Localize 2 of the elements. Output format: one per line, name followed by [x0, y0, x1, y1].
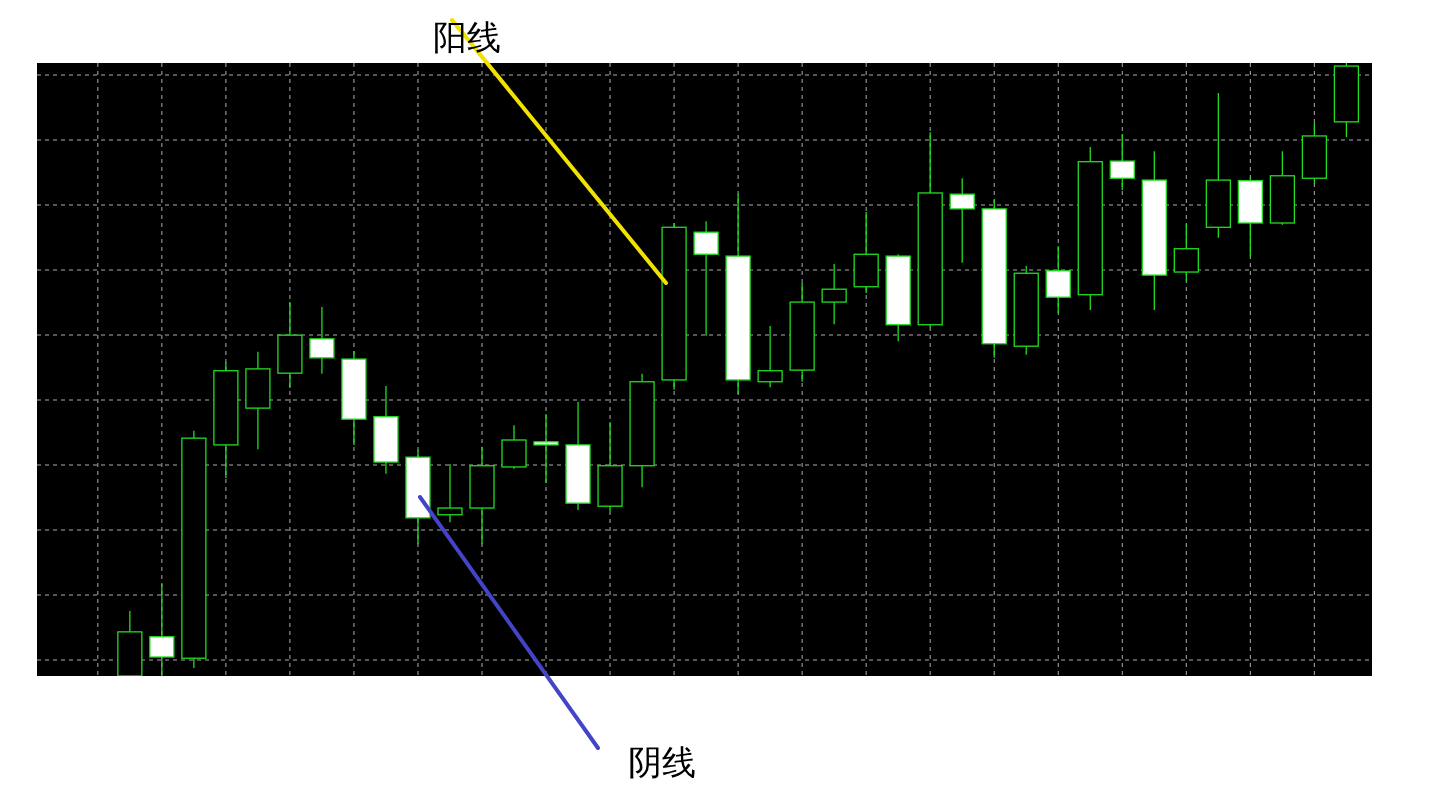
- text: 阳线: [433, 17, 501, 57]
- text: 阴线: [628, 742, 696, 782]
